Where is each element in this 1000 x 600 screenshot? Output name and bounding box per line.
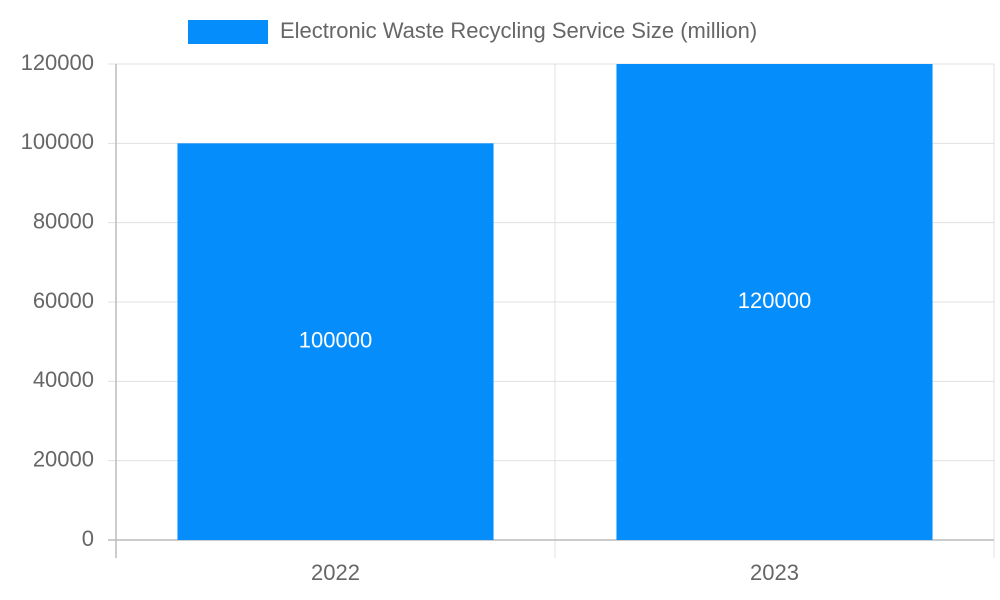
bar (616, 64, 933, 540)
y-tick-label: 100000 (21, 129, 94, 154)
legend-label: Electronic Waste Recycling Service Size … (280, 18, 757, 43)
y-tick-label: 40000 (33, 367, 94, 392)
y-tick-label: 20000 (33, 446, 94, 471)
legend-swatch (188, 20, 268, 44)
y-tick-label: 0 (82, 526, 94, 551)
y-tick-label: 60000 (33, 288, 94, 313)
x-tick-label: 2022 (311, 560, 360, 585)
bar (177, 143, 494, 541)
data-label: 120000 (738, 288, 811, 313)
y-tick-label: 120000 (21, 50, 94, 75)
data-label: 100000 (299, 327, 372, 352)
y-tick-label: 80000 (33, 208, 94, 233)
x-tick-label: 2023 (750, 560, 799, 585)
